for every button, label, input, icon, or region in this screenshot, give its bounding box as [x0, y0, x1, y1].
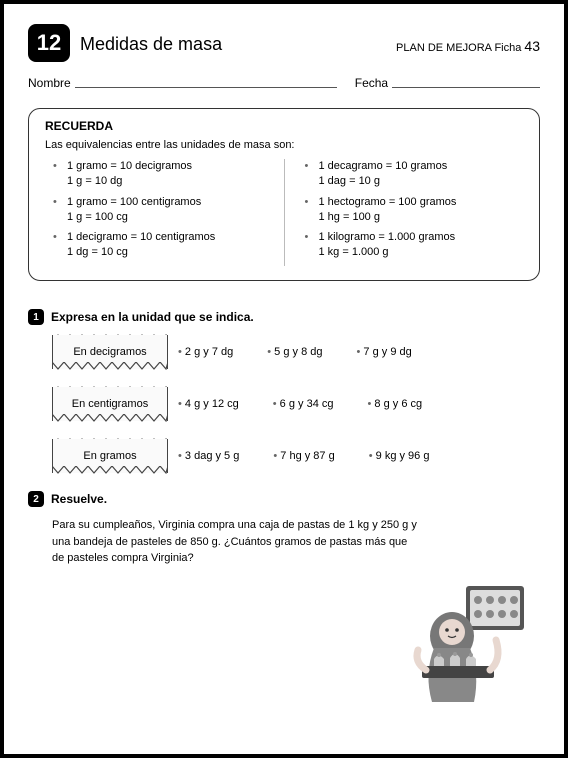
- task-2-number: 2: [28, 491, 44, 507]
- unit-title: Medidas de masa: [80, 34, 222, 55]
- equiv-item: 1 gramo = 10 decigramos1 g = 10 dg: [57, 159, 272, 189]
- equiv-col-right: 1 decagramo = 10 gramos1 dag = 10 g 1 he…: [297, 159, 524, 266]
- task-2-header: 2 Resuelve.: [28, 491, 540, 507]
- conv-item: 5 g y 8 dg: [267, 346, 322, 358]
- plan-text: PLAN DE MEJORA Ficha: [396, 42, 521, 54]
- date-field[interactable]: Fecha: [355, 76, 540, 90]
- equiv-item: 1 kilogramo = 1.000 gramos1 kg = 1.000 g: [309, 230, 524, 260]
- conv-item: 6 g y 34 cg: [273, 398, 334, 410]
- plan-label: PLAN DE MEJORA Ficha 43: [396, 38, 540, 54]
- equiv-item: 1 gramo = 100 centigramos1 g = 100 cg: [57, 195, 272, 225]
- date-input-line[interactable]: [392, 87, 540, 88]
- conv-item: 9 kg y 96 g: [369, 450, 430, 462]
- task-1-header: 1 Expresa en la unidad que se indica.: [28, 309, 540, 325]
- conversion-items: 2 g y 7 dg 5 g y 8 dg 7 g y 9 dg: [178, 346, 540, 358]
- recuerda-box: RECUERDA Las equivalencias entre las uni…: [28, 108, 540, 281]
- girl-pastries-illustration: [404, 584, 534, 704]
- equiv-item: 1 hectogramo = 100 gramos1 hg = 100 g: [309, 195, 524, 225]
- conversion-row: En centigramos 4 g y 12 cg 6 g y 34 cg 8…: [52, 387, 540, 421]
- unit-number-badge: 12: [28, 24, 70, 62]
- conv-item: 8 g y 6 cg: [368, 398, 423, 410]
- conv-item: 7 g y 9 dg: [357, 346, 412, 358]
- name-input-line[interactable]: [75, 87, 337, 88]
- equiv-item: 1 decigramo = 10 centigramos1 dg = 10 cg: [57, 230, 272, 260]
- equiv-col-left: 1 gramo = 10 decigramos1 g = 10 dg 1 gra…: [45, 159, 272, 266]
- task-1-title: Expresa en la unidad que se indica.: [51, 310, 254, 324]
- conversion-row: En decigramos 2 g y 7 dg 5 g y 8 dg 7 g …: [52, 335, 540, 369]
- conv-item: 4 g y 12 cg: [178, 398, 239, 410]
- conv-item: 2 g y 7 dg: [178, 346, 233, 358]
- name-field[interactable]: Nombre: [28, 76, 337, 90]
- conversion-items: 4 g y 12 cg 6 g y 34 cg 8 g y 6 cg: [178, 398, 540, 410]
- stamp-decigramos: En decigramos: [52, 335, 168, 369]
- recuerda-title: RECUERDA: [45, 119, 523, 133]
- equiv-item: 1 decagramo = 10 gramos1 dag = 10 g: [309, 159, 524, 189]
- column-divider: [284, 159, 285, 266]
- conversion-row: En gramos 3 dag y 5 g 7 hg y 87 g 9 kg y…: [52, 439, 540, 473]
- ficha-number: 43: [524, 38, 540, 54]
- equivalence-columns: 1 gramo = 10 decigramos1 g = 10 dg 1 gra…: [45, 159, 523, 266]
- worksheet-page: 12 Medidas de masa PLAN DE MEJORA Ficha …: [0, 0, 568, 758]
- task-2-problem-text: Para su cumpleaños, Virginia compra una …: [52, 517, 420, 567]
- date-label: Fecha: [355, 76, 388, 90]
- stamp-centigramos: En centigramos: [52, 387, 168, 421]
- conversion-items: 3 dag y 5 g 7 hg y 87 g 9 kg y 96 g: [178, 450, 540, 462]
- name-date-row: Nombre Fecha: [28, 76, 540, 90]
- stamp-gramos: En gramos: [52, 439, 168, 473]
- conv-item: 3 dag y 5 g: [178, 450, 239, 462]
- task-1-number: 1: [28, 309, 44, 325]
- conv-item: 7 hg y 87 g: [273, 450, 334, 462]
- task-1: 1 Expresa en la unidad que se indica. En…: [28, 309, 540, 473]
- task-2-title: Resuelve.: [51, 492, 107, 506]
- name-label: Nombre: [28, 76, 71, 90]
- recuerda-subtitle: Las equivalencias entre las unidades de …: [45, 139, 523, 151]
- task-2: 2 Resuelve. Para su cumpleaños, Virginia…: [28, 491, 540, 567]
